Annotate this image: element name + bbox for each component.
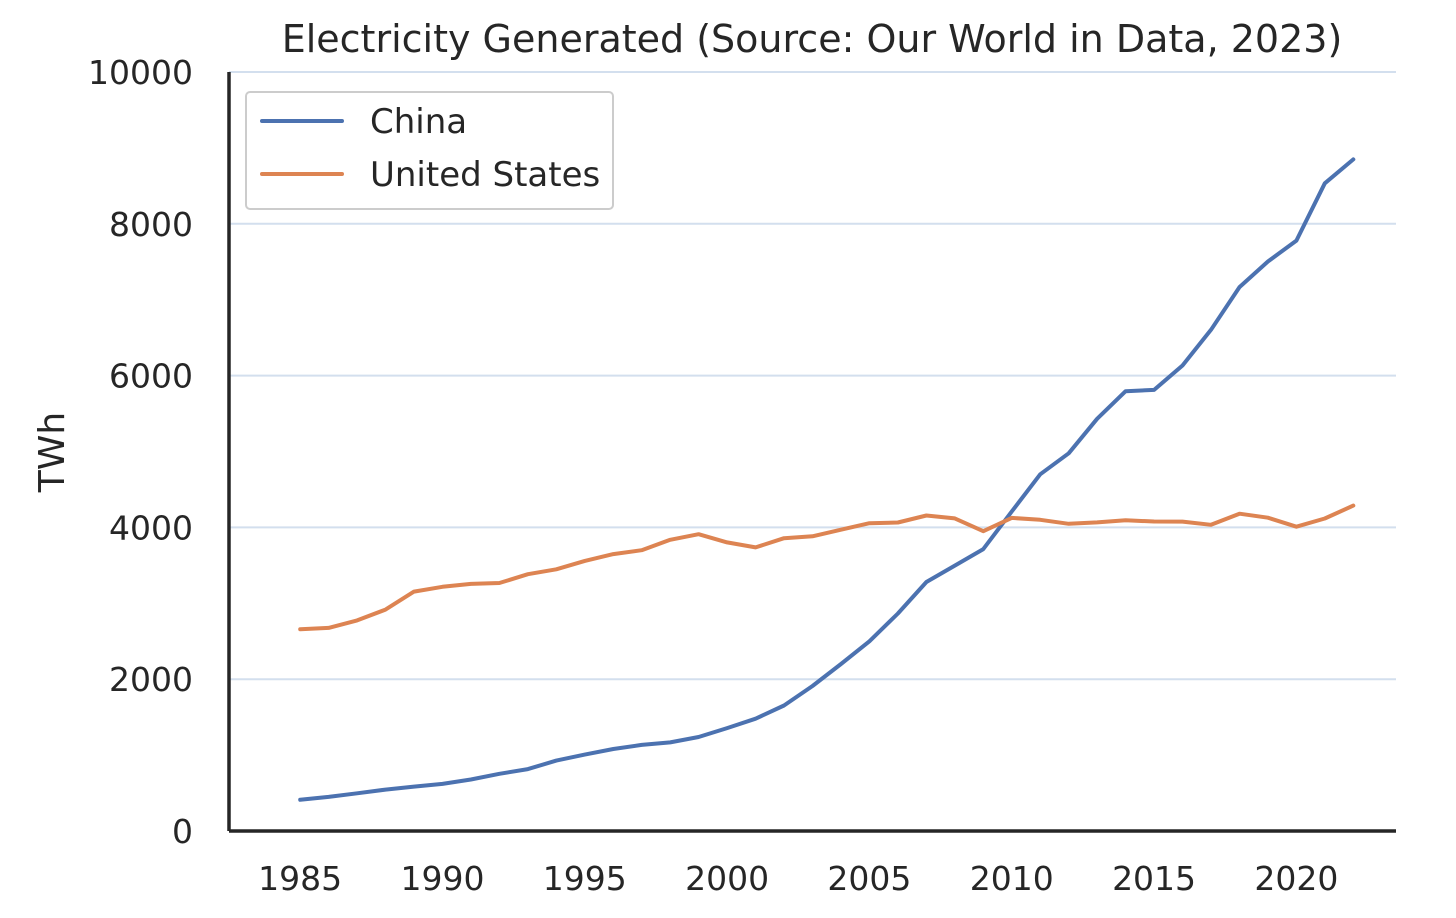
legend-label-united-states: United States: [370, 155, 600, 195]
x-tick-label: 1990: [400, 859, 484, 898]
series-line-china: [298, 157, 1356, 802]
legend-label-china: China: [370, 102, 467, 142]
tick-labels: 0 2000 4000 6000 8000 10000 1985 1990 1995 2000 20…: [88, 53, 1338, 898]
y-tick-label: 10000: [88, 53, 193, 92]
x-tick-label: 2015: [1112, 859, 1196, 898]
y-tick-label: 4000: [109, 508, 193, 547]
y-axis-label: TWh: [32, 412, 73, 493]
chart-title: Electricity Generated (Source: Our World…: [282, 17, 1343, 61]
x-tick-label: 2005: [827, 859, 911, 898]
x-tick-label: 2000: [685, 859, 769, 898]
x-tick-label: 2010: [970, 859, 1054, 898]
x-tick-label: 1995: [543, 859, 627, 898]
gridlines: [229, 71, 1396, 681]
y-tick-label: 8000: [109, 205, 193, 244]
y-tick-label: 0: [172, 812, 193, 851]
x-tick-label: 2020: [1254, 859, 1338, 898]
series-lines: [298, 157, 1356, 802]
series-line-united-states: [298, 503, 1356, 632]
y-tick-label: 2000: [109, 660, 193, 699]
legend: China United States: [245, 91, 614, 210]
axes: [227, 72, 1396, 833]
y-tick-label: 6000: [109, 357, 193, 396]
x-tick-label: 1985: [258, 859, 342, 898]
